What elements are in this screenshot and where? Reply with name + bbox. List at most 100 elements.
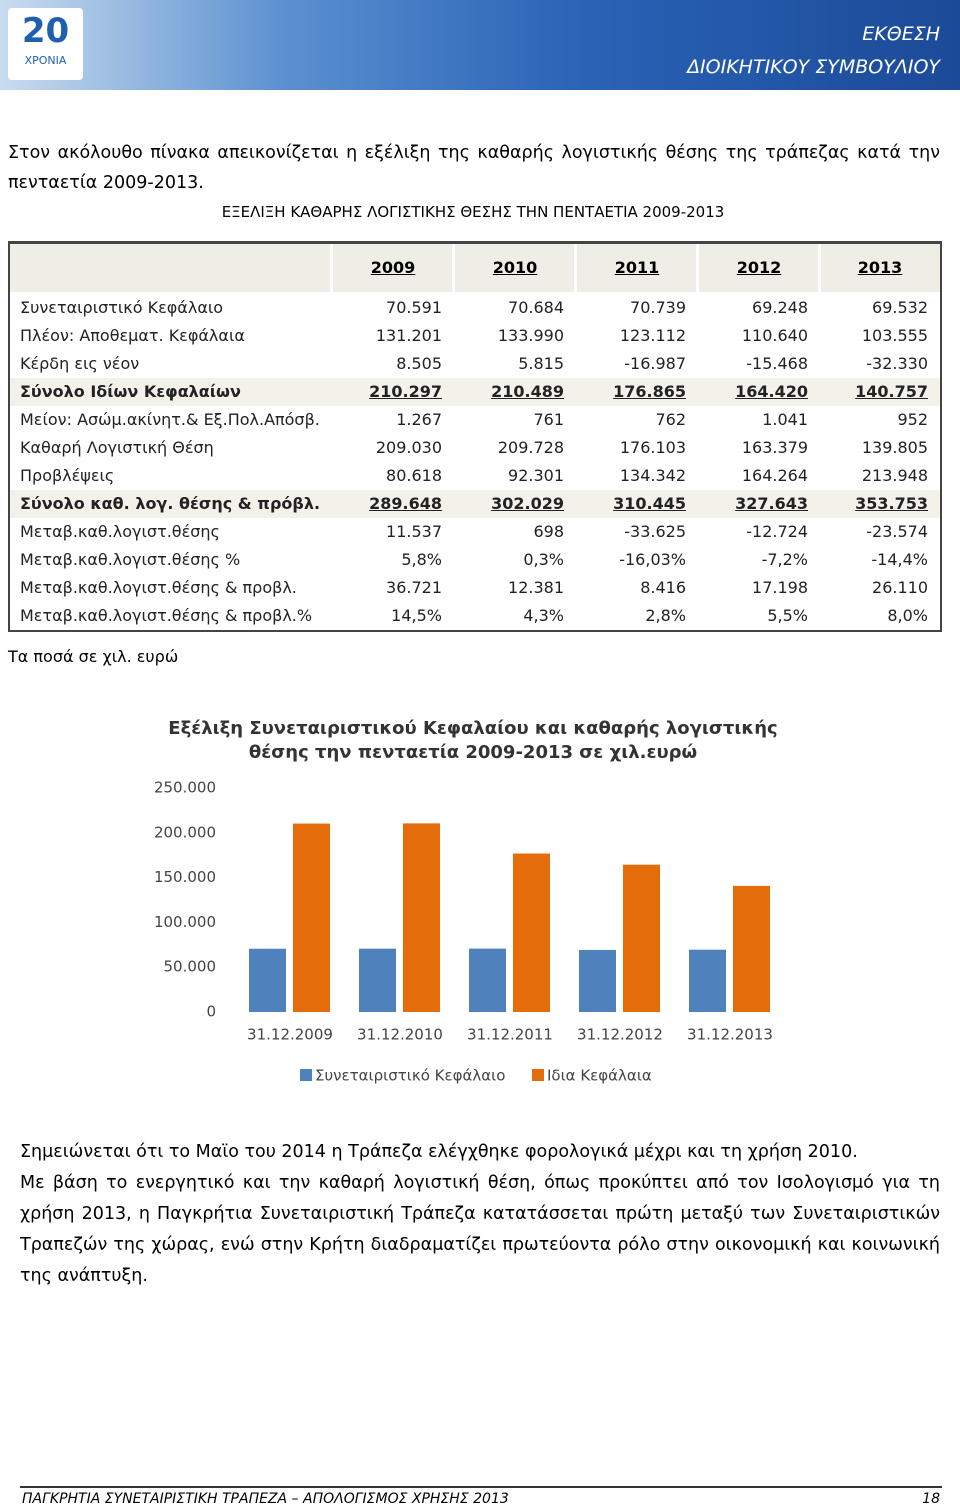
header-title-line: ΔΙΟΙΚΗΤΙΚΟΥ ΣΥΜΒΟΥΛΙΟΥ [687, 56, 940, 78]
table-value: 140.757 [855, 382, 928, 401]
table-value: 8,0% [887, 606, 928, 625]
table-value: 70.684 [508, 298, 564, 317]
bar [249, 948, 286, 1012]
table-value: 176.103 [619, 438, 686, 457]
row-label: Κέρδη εις νέον [20, 354, 140, 373]
table-value: 310.445 [613, 494, 686, 513]
table-value: 1.267 [396, 410, 442, 429]
table-value: 5,8% [401, 550, 442, 569]
table-value: 163.379 [741, 438, 808, 457]
table-value: 176.865 [613, 382, 686, 401]
bar [689, 949, 726, 1012]
y-tick-label: 150.000 [154, 868, 216, 886]
paragraph: Με βάση το ενεργητικό και την καθαρή λογ… [20, 1173, 940, 1286]
legend-label: Ιδια Κεφάλαια [547, 1067, 652, 1085]
table-value: 302.029 [491, 494, 564, 513]
table-value: -7,2% [761, 550, 808, 569]
table-value: -14,4% [871, 550, 928, 569]
table-value: 289.648 [369, 494, 442, 513]
column-divider [696, 244, 699, 292]
bar [579, 949, 616, 1012]
y-tick-label: 250.000 [154, 779, 216, 797]
table-value: 123.112 [619, 326, 686, 345]
row-label: Πλέον: Αποθεματ. Κεφάλαια [20, 326, 245, 345]
table-title: ΕΞΕΛΙΞΗ ΚΑΘΑΡΗΣ ΛΟΓΙΣΤΙΚΗΣ ΘΕΣΗΣ ΤΗΝ ΠΕΝ… [221, 203, 725, 221]
paragraphs: Σημειώνεται ότι το Μαϊο του 2014 η Τράπε… [20, 1137, 940, 1292]
column-header: 2011 [614, 258, 660, 277]
table-value: 5.815 [518, 354, 564, 373]
table-value: 210.297 [369, 382, 442, 401]
legend-label: Συνεταιριστικό Κεφάλαιο [315, 1067, 505, 1085]
table: 2009 2010 2011 2012 2013 Συνεταιριστικό Κεφάλ… [8, 241, 942, 632]
table-value: 134.342 [619, 466, 686, 485]
table-value: 14,5% [391, 606, 442, 625]
table-value: -15.468 [746, 354, 808, 373]
table-value: 11.537 [386, 522, 442, 541]
footer-page: 18 [922, 1491, 940, 1507]
y-tick-label: 50.000 [164, 958, 217, 976]
y-tick-label: 0 [206, 1003, 216, 1021]
footer-text: ΠΑΓΚΡΗΤΙΑ ΣΥΝΕΤΑΙΡΙΣΤΙΚΗ ΤΡΑΠΕΖΑ – ΑΠΟΛΟ… [22, 1491, 509, 1507]
table-value: 12.381 [508, 578, 564, 597]
total-row-bg [10, 378, 940, 406]
y-tick-label: 100.000 [154, 913, 216, 931]
table-value: -12.724 [746, 522, 808, 541]
header-title: ΕΚΘΕΣΗ ΔΙΟΙΚΗΤΙΚΟΥ ΣΥΜΒΟΥΛΙΟΥ [687, 18, 940, 84]
table-value: 209.728 [497, 438, 564, 457]
bar [469, 948, 506, 1012]
table-value: -33.625 [624, 522, 686, 541]
table-value: 164.264 [741, 466, 808, 485]
logo-number: 20 [21, 11, 70, 51]
table-value: 70.591 [386, 298, 442, 317]
table-value: 4,3% [523, 606, 564, 625]
table-value: 5,5% [767, 606, 808, 625]
x-tick-label: 31.12.2009 [247, 1026, 333, 1044]
table-value: 92.301 [508, 466, 564, 485]
table-value: 952 [897, 410, 928, 429]
x-tick-label: 31.12.2012 [577, 1026, 663, 1044]
chart-title: θέσης την πενταετία 2009-2013 σε χιλ.ευρ… [249, 742, 697, 763]
column-header: 2013 [857, 258, 903, 277]
logo: 20 ΧΡΟΝΙΑ [8, 8, 83, 80]
row-label: Μεταβ.καθ.λογιστ.θέσης & προβλ. [20, 578, 297, 597]
column-divider [818, 244, 821, 292]
table-value: 69.248 [752, 298, 808, 317]
column-header: 2009 [370, 258, 416, 277]
table-value: 761 [533, 410, 564, 429]
table-value: 762 [655, 410, 686, 429]
x-tick-label: 31.12.2010 [357, 1026, 443, 1044]
bar [733, 885, 770, 1012]
row-label: Προβλέψεις [20, 466, 115, 485]
bar [293, 823, 330, 1012]
row-label: Σύνολο Ιδίων Κεφαλαίων [20, 382, 241, 401]
table-value: 213.948 [861, 466, 928, 485]
table-value: -32.330 [866, 354, 928, 373]
total-row-bg [10, 490, 940, 518]
table-value: 353.753 [855, 494, 928, 513]
table-value: 8.416 [640, 578, 686, 597]
y-tick-label: 200.000 [154, 823, 216, 841]
paragraph: Σημειώνεται ότι το Μαϊο του 2014 η Τράπε… [20, 1142, 858, 1162]
legend-swatch [300, 1069, 312, 1081]
bar [359, 948, 396, 1012]
header-title-line: ΕΚΘΕΣΗ [862, 23, 940, 45]
x-tick-label: 31.12.2013 [687, 1026, 773, 1044]
table-value: 164.420 [735, 382, 808, 401]
table-value: 103.555 [861, 326, 928, 345]
table-value: 131.201 [375, 326, 442, 345]
table-value: 698 [533, 522, 564, 541]
table-value: 70.739 [630, 298, 686, 317]
table-value: -23.574 [866, 522, 928, 541]
column-divider [330, 244, 333, 292]
column-divider [452, 244, 455, 292]
table-value: 69.532 [872, 298, 928, 317]
legend-swatch [532, 1069, 544, 1081]
intro: Στον ακόλουθο πίνακα απεικονίζεται η εξέ… [8, 143, 940, 193]
row-label: Καθαρή Λογιστική Θέση [20, 438, 214, 457]
bar [623, 864, 660, 1012]
chart-title: Εξέλιξη Συνεταιριστικού Κεφαλαίου και κα… [168, 718, 777, 739]
row-label: Σύνολο καθ. λογ. θέσης & πρόβλ. [20, 494, 321, 513]
table-value: 210.489 [491, 382, 564, 401]
logo-text: ΧΡΟΝΙΑ [24, 54, 67, 67]
